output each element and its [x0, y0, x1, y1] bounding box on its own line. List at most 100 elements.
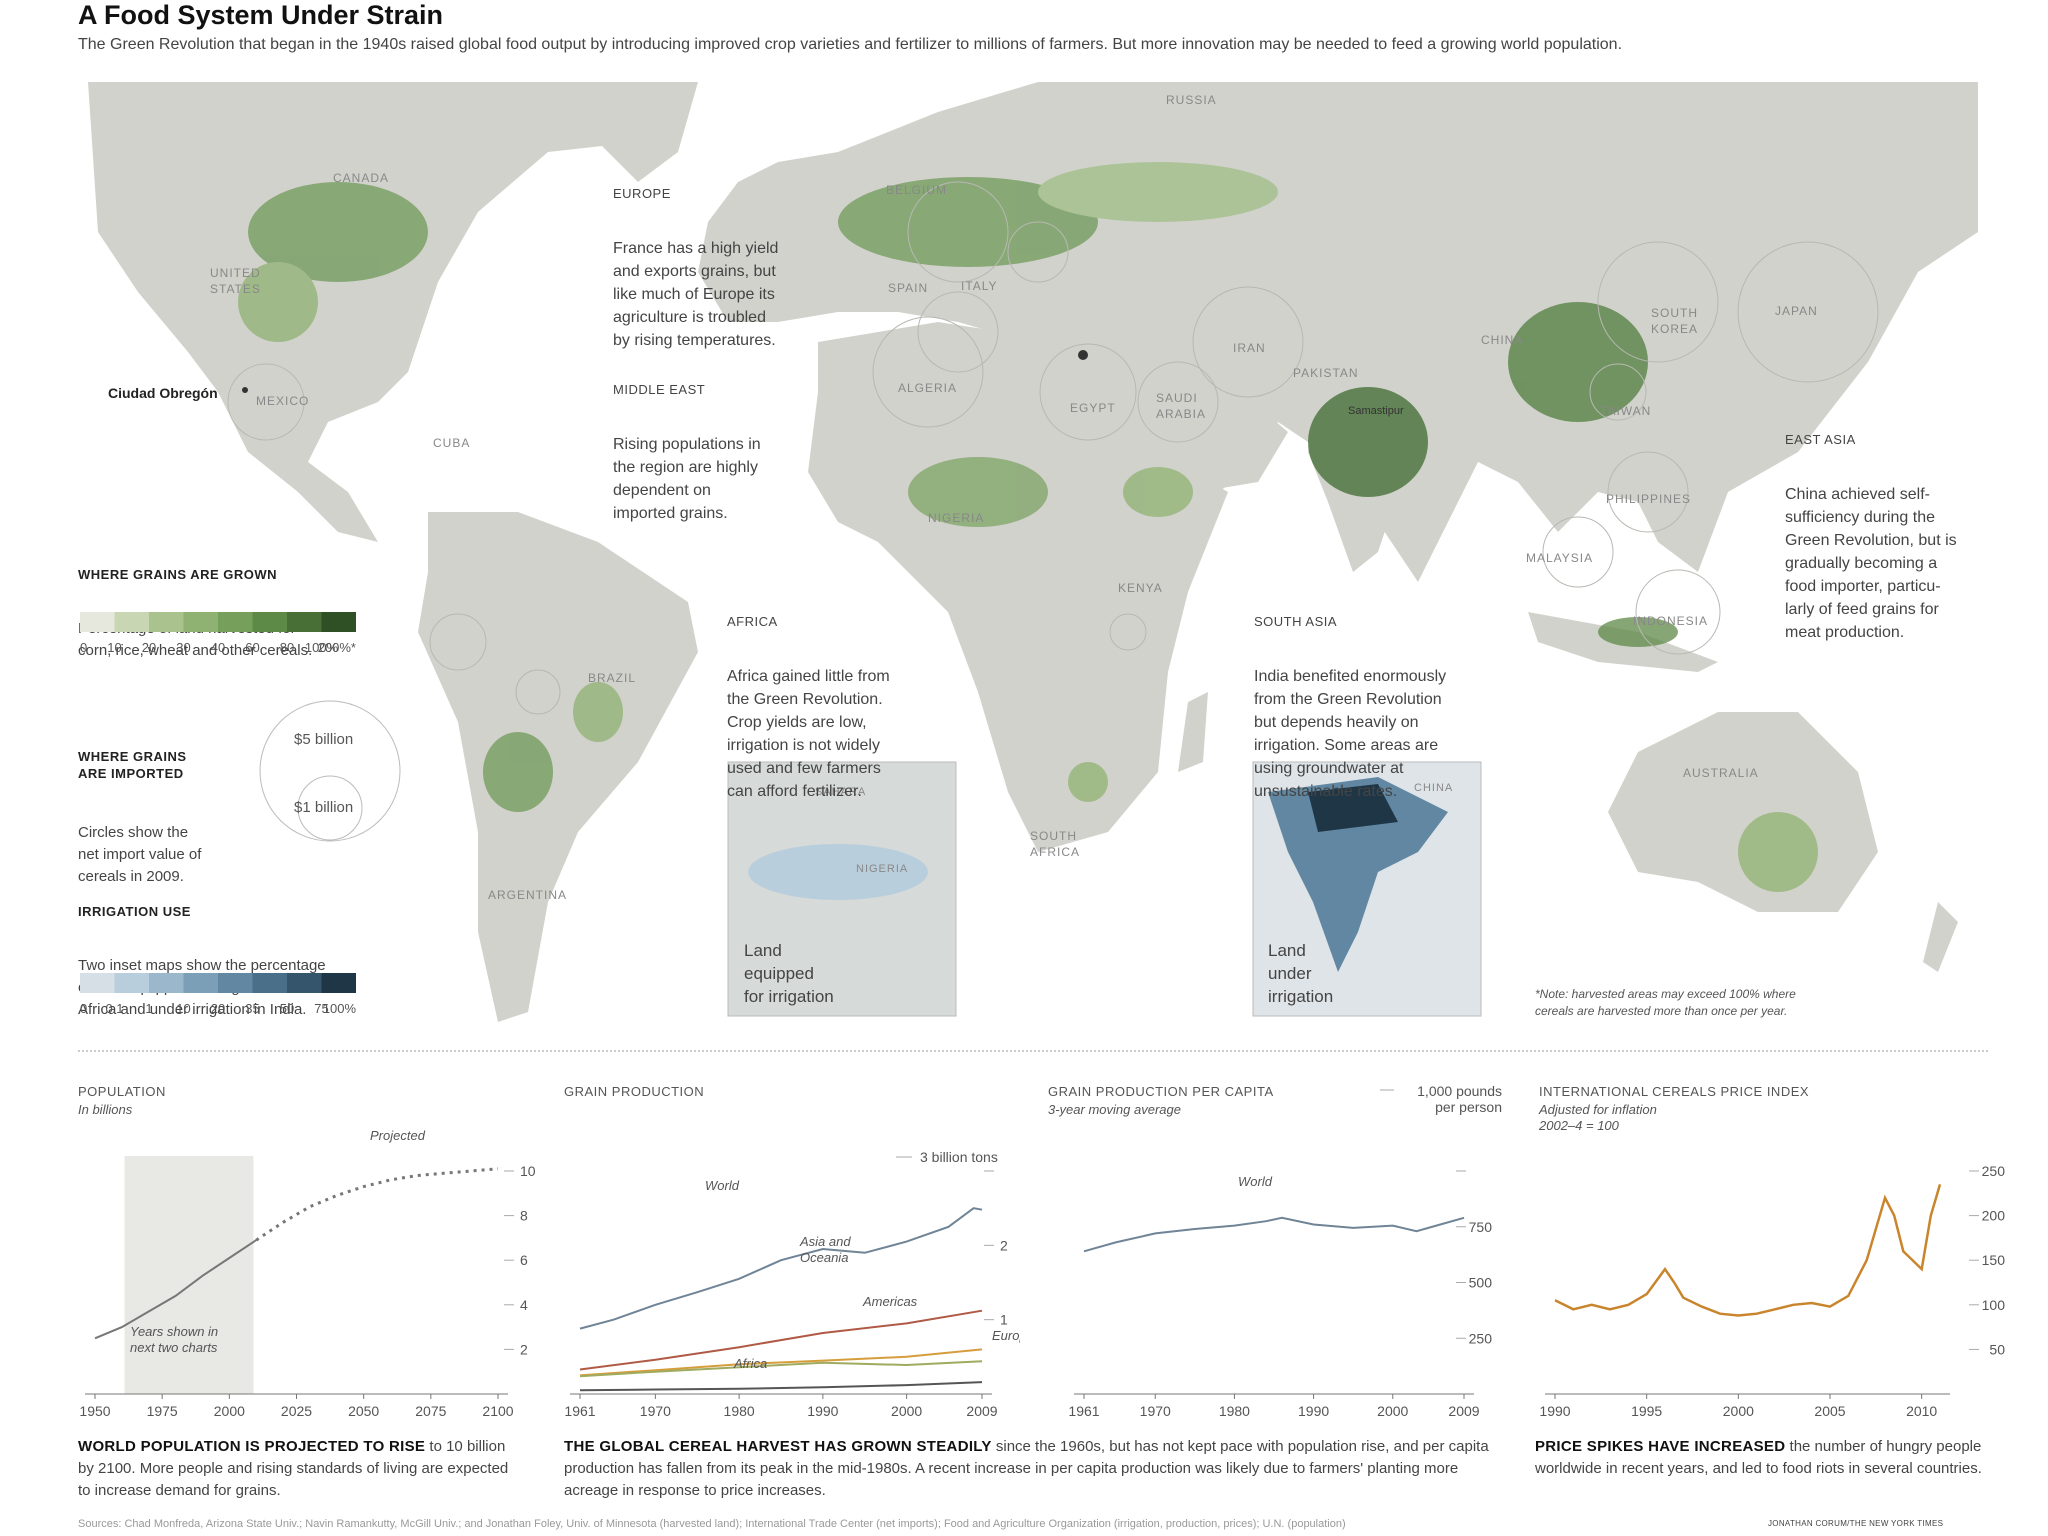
- series-label: Europe: [992, 1328, 1020, 1343]
- grain-scale-tick-label: 100%: [305, 640, 339, 655]
- grain-area-brazil: [573, 682, 623, 742]
- grain-area-china: [1508, 302, 1648, 422]
- series-line: [579, 1360, 983, 1378]
- credit: JONATHAN CORUM/THE NEW YORK TIMES: [1768, 1519, 1944, 1528]
- y-tick-label: 10: [520, 1163, 536, 1179]
- y-tick-label: 1: [1000, 1312, 1008, 1328]
- map-label-spain: SPAIN: [888, 281, 928, 295]
- import-circle-spain: [917, 291, 999, 373]
- import-circle-indonesia: [1635, 569, 1721, 655]
- x-tick-label: 1990: [1298, 1403, 1329, 1416]
- chart-subtitle: In billions: [78, 1102, 133, 1117]
- map-label-malaysia: MALAYSIA: [1526, 551, 1593, 565]
- x-tick-label: 1990: [807, 1403, 838, 1416]
- series-line: [94, 1239, 257, 1340]
- import-circle-europe-2: [1007, 221, 1069, 283]
- import-circle-kenya: [1109, 613, 1147, 651]
- africa-inset-irrigation-area: [748, 844, 928, 900]
- series-line: [579, 1348, 983, 1377]
- imports-big-label: $5 billion: [294, 731, 353, 748]
- series-line: [579, 1309, 983, 1371]
- map-label-pakistan: PAKISTAN: [1293, 366, 1359, 380]
- irr-scale-swatch: [80, 973, 115, 993]
- map-label-china: CHINA: [1481, 333, 1523, 347]
- x-tick-label: 1970: [1140, 1403, 1171, 1416]
- chart-subtitle: 3-year moving average: [1048, 1102, 1181, 1117]
- grain-area-us-east: [238, 262, 318, 342]
- population-caption-text: to 10 billion by 2100. More people and r…: [78, 1438, 509, 1499]
- africa-annotation: AFRICA Africa gained little from the Gre…: [727, 578, 890, 821]
- x-tick-label: 1961: [1068, 1403, 1099, 1416]
- page-title: A Food System Under Strain: [78, 0, 444, 30]
- irr-scale-tick-label: 0.1: [105, 1001, 123, 1016]
- import-circle-mexico: [227, 363, 305, 441]
- irr-scale-tick-label: 20: [211, 1001, 225, 1016]
- x-tick-label: 2050: [348, 1403, 379, 1416]
- series-label: World: [705, 1178, 740, 1193]
- map-label-canada: CANADA: [333, 171, 389, 185]
- map-label-russia: RUSSIA: [1166, 93, 1217, 107]
- price-caption-bold: PRICE SPIKES HAVE INCREASED: [1535, 1438, 1786, 1455]
- southasia-annotation-text: India benefited enormously from the Gree…: [1254, 668, 1447, 800]
- page-subtitle: The Green Revolution that began in the 1…: [78, 36, 1623, 53]
- x-tick-label: 2005: [1814, 1403, 1845, 1416]
- eastasia-annotation-text: China achieved self- sufficiency during …: [1785, 486, 1957, 641]
- map-label-cuba: CUBA: [433, 436, 470, 450]
- world-map: RUSSIA CANADA UNITED STATES MEXICO CUBA B…: [78, 72, 1990, 1052]
- series-line: [579, 1381, 983, 1392]
- grain-area-east-africa: [1123, 467, 1193, 517]
- map-label-australia: AUSTRALIA: [1683, 766, 1759, 780]
- import-circle-malaysia: [1542, 516, 1614, 588]
- map-label-italy: ITALY: [961, 279, 998, 293]
- import-circle-peru: [429, 613, 487, 671]
- grain-caption-bold: THE GLOBAL CEREAL HARVEST HAS GROWN STEA…: [564, 1438, 992, 1455]
- grain-scale-tick-label: 80: [280, 640, 294, 655]
- irr-scale-swatch: [252, 973, 287, 993]
- import-circle-korea: [1597, 241, 1719, 363]
- irr-scale-swatch: [183, 973, 218, 993]
- map-label-nigeria: NIGERIA: [928, 511, 984, 525]
- x-tick-label: 1970: [640, 1403, 671, 1416]
- x-tick-label: 1990: [1539, 1403, 1570, 1416]
- north-america-landmass: [88, 82, 678, 542]
- irr-scale-swatch: [218, 973, 253, 993]
- map-label-ciudad-obregon: Ciudad Obregón: [108, 385, 218, 401]
- chart-subtitle: Adjusted for inflation 2002–4 = 100: [1538, 1102, 1657, 1133]
- series-line: [1083, 1216, 1465, 1253]
- import-circle-iran: [1192, 286, 1304, 398]
- x-tick-label: 1995: [1631, 1403, 1662, 1416]
- grain-area-west-africa: [908, 457, 1048, 527]
- grain-color-scale: 0 10 20 30 40 60 80 100% 200%*: [80, 612, 380, 665]
- map-label-south-africa: SOUTH AFRICA: [1030, 829, 1080, 859]
- southasia-annotation-head: SOUTH ASIA: [1254, 614, 1338, 629]
- europe-annotation: EUROPE France has a high yield and expor…: [613, 150, 778, 370]
- map-label-argentina: ARGENTINA: [488, 888, 567, 902]
- grain-scale-tick-label: 10: [107, 640, 121, 655]
- map-label-samastipur: Samastipur: [1348, 405, 1404, 417]
- imports-legend-text: Circles show the net import value of cer…: [78, 824, 202, 885]
- series-line: [1554, 1184, 1942, 1317]
- import-circle-saudi: [1137, 361, 1219, 443]
- africa-inset-sahara: SAHARA: [815, 786, 866, 798]
- grain-area-australia: [1738, 812, 1818, 892]
- x-tick-label: 2000: [214, 1403, 245, 1416]
- population-chart: POPULATION In billions 1950 1975 2000 2025 205…: [78, 1084, 536, 1416]
- irr-scale-tick-label: 100%: [323, 1001, 357, 1016]
- irr-scale-tick-label: 35: [245, 1001, 259, 1016]
- grain-scale-tick-label: 0: [80, 640, 87, 655]
- irr-scale-swatch: [287, 973, 322, 993]
- grain-scale-tick-label: 20: [142, 640, 156, 655]
- imports-circle-legend: $5 billion $1 billion: [259, 700, 401, 842]
- map-label-philippines: PHILIPPINES: [1606, 492, 1691, 506]
- x-tick-label: 2010: [1906, 1403, 1937, 1416]
- grain-area-indonesia: [1598, 617, 1678, 647]
- africa-inset-nigeria: NIGERIA: [856, 863, 908, 875]
- x-tick-label: 1950: [79, 1403, 110, 1416]
- x-tick-label: 2000: [891, 1403, 922, 1416]
- y-tick-label: 200: [1982, 1208, 2005, 1224]
- map-label-japan: JAPAN: [1775, 304, 1818, 318]
- x-tick-label: 2025: [281, 1403, 312, 1416]
- africa-inset-label: Land equipped for irrigation: [744, 941, 834, 1006]
- series-label: Africa: [733, 1356, 767, 1371]
- map-label-egypt: EGYPT: [1070, 401, 1116, 415]
